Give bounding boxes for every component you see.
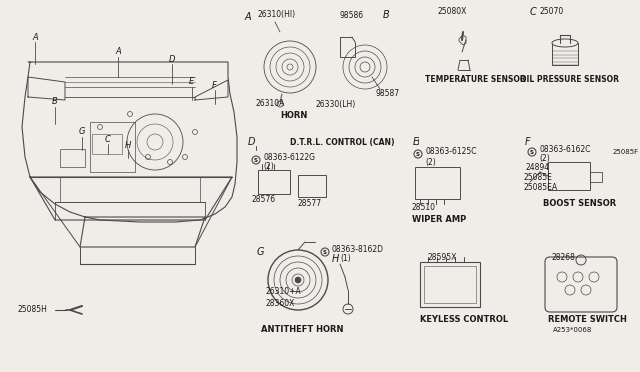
Text: H: H — [332, 254, 339, 264]
Text: S: S — [530, 150, 534, 154]
Text: 25085F: 25085F — [613, 149, 639, 155]
Text: 08363-6162C: 08363-6162C — [539, 145, 591, 154]
Text: F: F — [212, 80, 217, 90]
Text: 26310+A: 26310+A — [265, 288, 301, 296]
Circle shape — [321, 248, 329, 256]
Bar — [60, 149, 85, 167]
Text: 25085E: 25085E — [523, 173, 552, 182]
Text: 26330(LH): 26330(LH) — [315, 99, 355, 109]
Bar — [90, 122, 135, 172]
Text: C: C — [530, 7, 537, 17]
Text: D: D — [248, 137, 255, 147]
Text: A253*0068: A253*0068 — [553, 327, 593, 333]
Text: 26310A: 26310A — [256, 99, 285, 109]
Text: A: A — [245, 12, 252, 22]
Text: (2): (2) — [539, 154, 550, 164]
Text: 98587: 98587 — [375, 90, 399, 99]
Text: F: F — [525, 137, 531, 147]
Text: C: C — [105, 135, 111, 144]
Text: B: B — [52, 97, 58, 106]
Text: BOOST SENSOR: BOOST SENSOR — [543, 199, 616, 208]
Text: E: E — [189, 77, 195, 87]
Text: S: S — [416, 151, 420, 157]
Text: E: E — [413, 137, 419, 147]
Circle shape — [252, 156, 260, 164]
Bar — [552, 43, 578, 65]
Text: 08363-6125C: 08363-6125C — [425, 148, 477, 157]
Text: REMOTE SWITCH: REMOTE SWITCH — [548, 315, 627, 324]
Circle shape — [295, 277, 301, 283]
Text: A: A — [115, 48, 121, 57]
Text: (2): (2) — [425, 157, 436, 167]
Text: WIPER AMP: WIPER AMP — [412, 215, 467, 224]
Text: 28595X: 28595X — [428, 253, 458, 262]
Text: 98586: 98586 — [340, 10, 364, 19]
Text: 28268: 28268 — [552, 253, 576, 262]
Bar — [590, 172, 602, 182]
Circle shape — [414, 150, 422, 158]
Text: 25085H: 25085H — [18, 305, 48, 314]
Text: S: S — [254, 157, 258, 163]
Text: 26310(HI): 26310(HI) — [258, 10, 296, 19]
Text: 08363-6122G: 08363-6122G — [263, 154, 315, 163]
Text: 28576: 28576 — [252, 195, 276, 203]
Bar — [298, 175, 326, 197]
Bar — [548, 162, 590, 190]
Text: H: H — [125, 141, 131, 150]
Bar — [420, 262, 480, 307]
Text: 25080X: 25080X — [438, 7, 467, 16]
Text: TEMPERATURE SENSOR: TEMPERATURE SENSOR — [425, 76, 525, 84]
Text: G: G — [79, 128, 86, 137]
Text: 28510: 28510 — [412, 202, 436, 212]
Text: (2): (2) — [263, 161, 274, 170]
Bar — [424, 266, 476, 303]
Bar — [92, 134, 122, 154]
Text: 28577: 28577 — [298, 199, 322, 208]
Text: HORN: HORN — [280, 112, 307, 121]
Bar — [415, 167, 460, 199]
Text: A: A — [32, 32, 38, 42]
Text: 25085EA: 25085EA — [523, 183, 557, 192]
Circle shape — [528, 148, 536, 156]
Text: 24894: 24894 — [525, 163, 549, 171]
Text: 25070: 25070 — [540, 7, 564, 16]
Text: 28360X: 28360X — [265, 299, 294, 308]
Text: (1): (1) — [340, 254, 351, 263]
Text: 08363-8162D: 08363-8162D — [332, 246, 384, 254]
Bar — [258, 170, 290, 194]
Text: D: D — [169, 55, 175, 64]
Text: G: G — [257, 247, 264, 257]
Ellipse shape — [552, 39, 578, 47]
Text: KEYLESS CONTROL: KEYLESS CONTROL — [420, 315, 508, 324]
Text: ANTITHEFT HORN: ANTITHEFT HORN — [261, 326, 344, 334]
Text: B: B — [383, 10, 390, 20]
Text: S: S — [323, 250, 327, 254]
Text: D.T.R.L. CONTROL (CAN): D.T.R.L. CONTROL (CAN) — [290, 138, 394, 147]
Text: OIL PRESSURE SENSOR: OIL PRESSURE SENSOR — [520, 76, 619, 84]
